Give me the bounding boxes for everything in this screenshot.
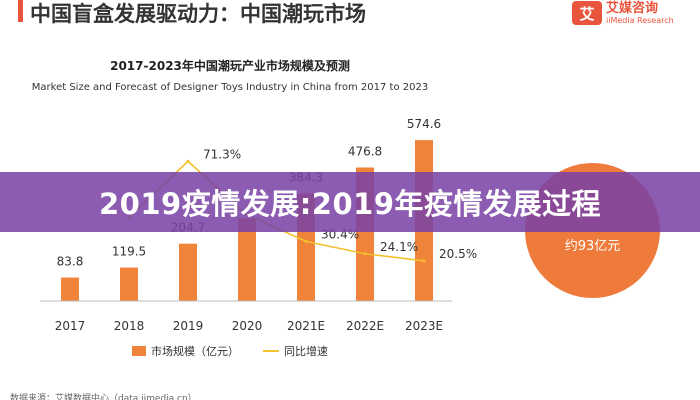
legend-label-growth: 同比增速 <box>284 345 328 358</box>
chart-title: 2017-2023年中国潮玩产业市场规模及预测 <box>110 59 350 73</box>
header-accent-bar <box>18 0 23 22</box>
x-tick-label-2020: 2020 <box>232 319 263 333</box>
growth-point-2019 <box>186 159 190 163</box>
growth-label-2019: 71.3% <box>203 147 241 161</box>
x-tick-label-2019: 2019 <box>173 319 204 333</box>
legend-item-market-size: 市场规模（亿元） <box>132 343 239 359</box>
growth-point-2021E <box>304 239 308 243</box>
growth-label-2022E: 24.1% <box>380 240 418 254</box>
growth-point-2022E <box>363 252 367 256</box>
page-title: 中国盲盒发展驱动力：中国潮玩市场 <box>30 2 366 26</box>
growth-point-2023E <box>422 259 426 263</box>
brand-logo: 艾 艾媒咨询 iiMedia Research <box>572 0 674 26</box>
bar-2017 <box>61 277 79 301</box>
bubble-value-label: 约93亿元 <box>564 239 621 254</box>
growth-label-2023E: 20.5% <box>439 247 477 261</box>
x-tick-label-2023E: 2023E <box>405 319 443 333</box>
bar-value-label-2018: 119.5 <box>112 245 146 259</box>
bar-value-label-2022E: 476.8 <box>348 144 382 158</box>
x-tick-label-2021E: 2021E <box>287 319 325 333</box>
brand-name-en: iiMedia Research <box>606 15 674 25</box>
source-note: 数据来源：艾媒数据中心（data.iimedia.cn） <box>10 394 197 400</box>
overlay-banner: 2019疫情发展:2019年疫情发展过程 <box>0 172 700 232</box>
x-tick-label-2022E: 2022E <box>346 319 384 333</box>
legend-item-growth: 同比增速 <box>263 343 328 359</box>
brand-logo-icon: 艾 <box>572 1 602 25</box>
x-tick-label-2018: 2018 <box>114 319 145 333</box>
banner-text: 2019疫情发展:2019年疫情发展过程 <box>98 187 602 221</box>
bar-2018 <box>120 267 138 301</box>
legend-line-swatch <box>263 350 279 352</box>
chart-subtitle: Market Size and Forecast of Designer Toy… <box>31 82 429 93</box>
chart-legend: 市场规模（亿元） 同比增速 <box>0 343 460 359</box>
bar-2019 <box>179 243 197 301</box>
x-tick-label-2017: 2017 <box>55 319 86 333</box>
legend-label-market-size: 市场规模（亿元） <box>151 345 239 358</box>
bar-value-label-2023E: 574.6 <box>407 117 441 131</box>
bar-2020 <box>238 218 256 301</box>
bar-value-label-2017: 83.8 <box>57 255 84 269</box>
brand-name-cn: 艾媒咨询 <box>606 0 659 16</box>
legend-bar-swatch <box>132 346 146 356</box>
